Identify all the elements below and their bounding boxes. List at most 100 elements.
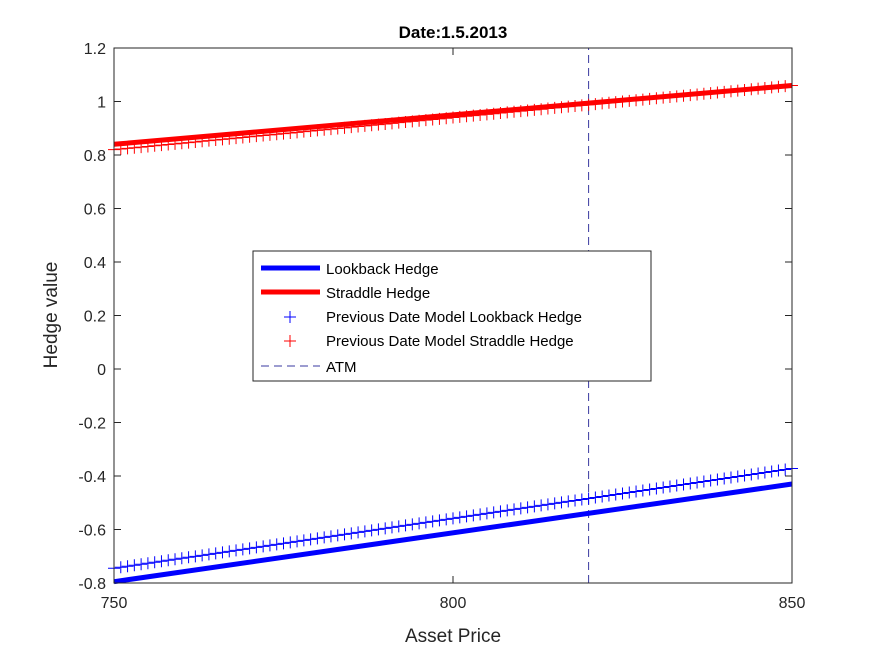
plus-marker bbox=[250, 541, 263, 554]
plus-marker bbox=[318, 531, 331, 544]
plus-marker bbox=[508, 105, 521, 118]
plus-marker bbox=[643, 483, 656, 496]
plus-marker bbox=[711, 473, 724, 486]
plus-marker bbox=[263, 539, 276, 552]
plus-marker bbox=[765, 465, 778, 478]
lookback-hedge-line bbox=[113, 481, 793, 585]
plus-marker bbox=[291, 126, 304, 139]
x-axis-label: Asset Price bbox=[405, 626, 501, 647]
plus-marker bbox=[697, 475, 710, 488]
plus-marker bbox=[514, 105, 527, 118]
plus-marker bbox=[772, 80, 785, 93]
plus-marker bbox=[480, 108, 493, 121]
plus-marker bbox=[779, 80, 792, 93]
plus-marker bbox=[453, 511, 466, 524]
plus-marker bbox=[758, 466, 771, 479]
plus-marker bbox=[528, 500, 541, 513]
plus-marker bbox=[467, 509, 480, 522]
plus-marker bbox=[331, 122, 344, 135]
plus-marker bbox=[487, 506, 500, 519]
data-layer bbox=[108, 48, 798, 585]
y-tick-label: 0.2 bbox=[84, 309, 106, 326]
plus-marker bbox=[691, 476, 704, 489]
previous-lookback-markers bbox=[108, 462, 798, 575]
plus-marker bbox=[514, 502, 527, 515]
plus-marker bbox=[324, 530, 337, 543]
plus-marker bbox=[501, 504, 514, 517]
plus-marker bbox=[623, 94, 636, 107]
plus-marker bbox=[291, 535, 304, 548]
plus-marker bbox=[162, 554, 175, 567]
plus-marker bbox=[155, 555, 168, 568]
plus-marker bbox=[670, 479, 683, 492]
legend-label-previous-lookback: Previous Date Model Lookback Hedge bbox=[326, 309, 582, 326]
plus-marker bbox=[718, 472, 731, 485]
plus-marker bbox=[745, 468, 758, 481]
plus-marker bbox=[128, 559, 141, 572]
plus-marker bbox=[155, 139, 168, 152]
plus-marker bbox=[562, 100, 575, 113]
plus-marker bbox=[209, 134, 222, 147]
plus-marker bbox=[636, 484, 649, 497]
plus-marker bbox=[352, 120, 365, 133]
plus-marker bbox=[311, 124, 324, 137]
plus-marker bbox=[257, 129, 270, 142]
plus-marker bbox=[413, 114, 426, 127]
plus-marker bbox=[304, 125, 317, 138]
plus-marker bbox=[169, 553, 182, 566]
legend-label-previous-straddle: Previous Date Model Straddle Hedge bbox=[326, 333, 574, 350]
plus-marker bbox=[331, 529, 344, 542]
plus-marker bbox=[148, 556, 161, 569]
plus-marker bbox=[521, 104, 534, 117]
plus-marker bbox=[528, 103, 541, 116]
plus-marker bbox=[548, 101, 561, 114]
plus-marker bbox=[596, 97, 609, 110]
plus-marker bbox=[447, 111, 459, 124]
plus-marker bbox=[535, 103, 548, 116]
y-tick-label: -0.8 bbox=[78, 576, 106, 593]
plus-marker bbox=[677, 89, 690, 102]
plus-marker bbox=[196, 135, 209, 148]
plus-marker bbox=[691, 88, 704, 101]
legend-box bbox=[252, 250, 652, 382]
plus-marker bbox=[202, 134, 215, 147]
plus-marker bbox=[209, 547, 222, 560]
x-tick-label: 750 bbox=[101, 595, 128, 612]
plus-marker bbox=[765, 81, 778, 94]
plus-marker bbox=[731, 470, 744, 483]
plus-marker bbox=[724, 85, 737, 98]
plus-marker bbox=[650, 482, 663, 495]
plus-marker bbox=[175, 552, 188, 565]
plus-marker bbox=[426, 515, 439, 528]
plus-marker bbox=[379, 117, 392, 130]
plus-marker bbox=[657, 91, 670, 104]
plus-marker bbox=[480, 507, 493, 520]
plus-marker bbox=[379, 522, 392, 535]
plus-marker bbox=[501, 106, 514, 119]
plus-marker bbox=[230, 132, 243, 145]
y-tick-label: -0.2 bbox=[78, 416, 106, 433]
plus-marker bbox=[121, 142, 134, 155]
plus-marker bbox=[677, 478, 690, 491]
plus-marker bbox=[297, 534, 310, 547]
x-axis-ticks: 750 800 850 bbox=[101, 48, 805, 612]
plus-marker bbox=[555, 496, 568, 509]
plus-marker bbox=[487, 107, 500, 120]
plus-marker bbox=[121, 560, 134, 573]
plus-marker bbox=[189, 135, 202, 148]
plus-marker bbox=[589, 491, 602, 504]
plus-marker bbox=[474, 508, 487, 521]
plus-marker bbox=[541, 498, 554, 511]
plus-marker bbox=[460, 510, 473, 523]
plus-marker bbox=[202, 548, 215, 561]
plus-marker bbox=[779, 463, 792, 476]
plus-marker bbox=[365, 524, 378, 537]
plus-marker bbox=[609, 96, 622, 109]
plus-marker bbox=[569, 99, 582, 112]
plus-marker bbox=[602, 96, 615, 109]
plus-marker bbox=[196, 549, 209, 562]
plus-marker bbox=[630, 485, 643, 498]
plus-marker bbox=[419, 516, 432, 529]
plus-marker bbox=[304, 533, 317, 546]
